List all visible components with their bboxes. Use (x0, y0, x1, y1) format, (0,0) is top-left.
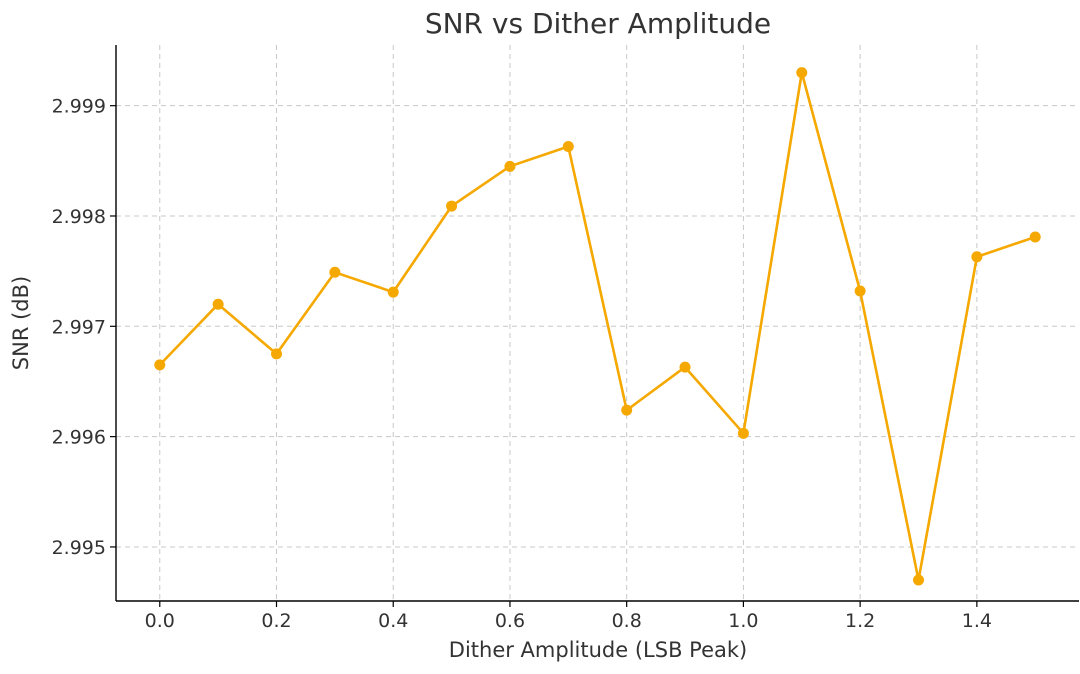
data-point (387, 286, 399, 298)
data-point (971, 251, 983, 263)
data-point (854, 285, 866, 297)
x-tick-label: 0.2 (261, 610, 291, 632)
x-tick-label: 0.4 (378, 610, 408, 632)
y-axis-label: SNR (dB) (9, 276, 33, 370)
x-axis-label: Dither Amplitude (LSB Peak) (449, 638, 747, 662)
data-point (796, 67, 808, 79)
data-point (329, 266, 341, 278)
y-tick-label: 2.998 (52, 206, 106, 228)
x-tick-label: 1.2 (845, 610, 875, 632)
y-tick-label: 2.996 (52, 427, 106, 449)
x-tick-label: 1.4 (962, 610, 992, 632)
y-tick-label: 2.999 (52, 96, 106, 118)
data-point (271, 348, 282, 360)
y-tick-label: 2.997 (52, 316, 106, 338)
x-tick-label: 0.8 (612, 610, 642, 632)
chart-title: SNR vs Dither Amplitude (425, 7, 771, 40)
data-point (504, 160, 516, 172)
data-point (212, 298, 224, 310)
grid (116, 45, 1079, 601)
x-tick-label: 0.6 (495, 610, 525, 632)
data-point (621, 404, 633, 416)
data-point (1029, 231, 1041, 243)
data-point (562, 140, 574, 152)
series-line (158, 71, 1036, 582)
data-point (737, 427, 749, 439)
ticks: 0.0 0.2 0.4 0.6 0.8 1.0 1.2 1.4 2.995 2.996 2.997 2… (52, 96, 992, 632)
x-tick-label: 0.0 (145, 610, 175, 632)
y-tick-label: 2.995 (52, 537, 106, 559)
data-point (913, 574, 924, 586)
x-tick-label: 1.0 (728, 610, 758, 632)
data-point (154, 359, 166, 371)
data-point (446, 200, 458, 212)
data-point (679, 361, 691, 373)
axes (115, 45, 1079, 602)
series (154, 67, 1041, 586)
